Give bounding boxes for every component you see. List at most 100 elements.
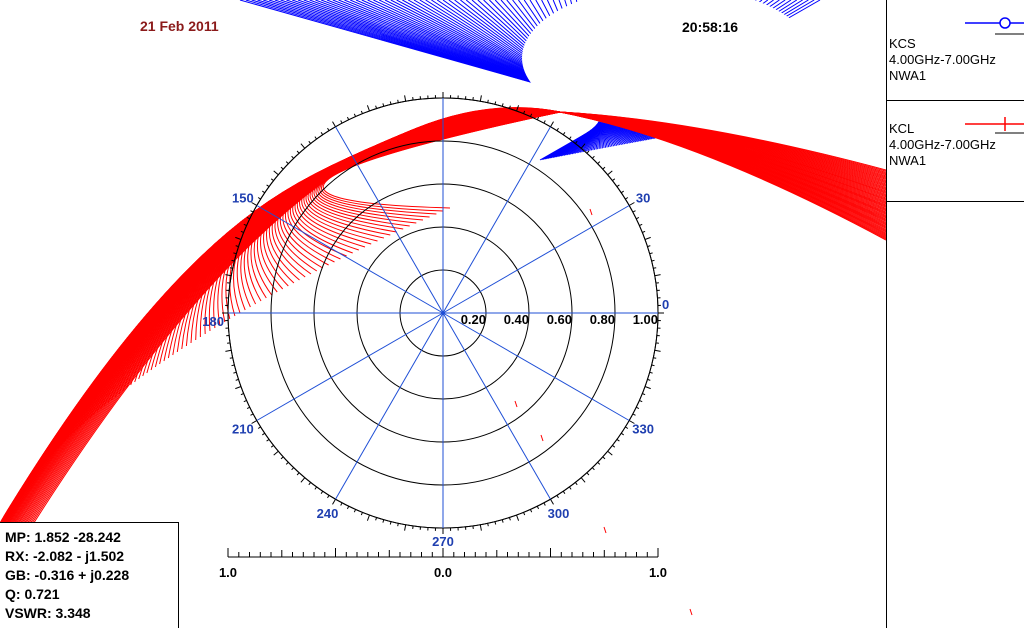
marker-magphase: MP: 1.852 -28.242 — [5, 529, 121, 545]
polar-angle-tick — [501, 519, 504, 523]
polar-angle-tick — [291, 155, 294, 159]
kcl-trace-segment — [0, 108, 561, 545]
time-label: 20:58:16 — [682, 19, 739, 35]
polar-angle-tick — [568, 136, 572, 140]
legend-kcs-name: KCS — [889, 36, 916, 51]
polar-angle-tick — [235, 378, 239, 381]
legend-entry-kcs[interactable]: KCS 4.00GHz-7.00GHz NWA1 — [887, 0, 1024, 101]
polar-angle-tick — [291, 467, 294, 471]
polar-plot-area[interactable]: 0.20 0.40 0.60 0.80 1.00 0 30 150 180 210 240 270 30… — [0, 0, 886, 628]
legend-panel: KCS 4.00GHz-7.00GHz NWA1 KCL 4.00GHz-7.0… — [886, 0, 1024, 628]
polar-angle-tick — [580, 477, 586, 483]
polar-angle-tick — [246, 216, 251, 220]
kcl-trace-segment — [19, 111, 561, 494]
polar-angle-tick — [251, 202, 258, 206]
legend-kcs-range: 4.00GHz-7.00GHz — [889, 52, 996, 67]
polar-angle-tick — [651, 364, 655, 367]
polar-angle-tick — [273, 170, 279, 176]
polar-angle-tick — [654, 349, 661, 352]
angle-tick-label: 30 — [636, 191, 650, 206]
polar-angle-tick — [508, 105, 511, 109]
polar-angle-tick — [647, 378, 651, 381]
polar-angle-tick — [327, 127, 330, 131]
polar-angle-tick — [240, 393, 244, 396]
polar-angle-tick — [266, 438, 270, 442]
polar-angle-tick — [543, 120, 546, 124]
angle-tick-label: 240 — [317, 506, 339, 521]
polar-angle-tick — [285, 161, 289, 164]
kcl-trace-segment — [130, 111, 561, 386]
kcl-trace-segment — [54, 111, 561, 452]
polar-angle-tick — [644, 386, 651, 390]
polar-angle-tick — [266, 184, 270, 188]
polar-angle-tick — [580, 143, 586, 149]
polar-angle-tick — [620, 432, 624, 436]
polar-angle-tick — [229, 267, 233, 269]
polar-angle-tick — [632, 413, 636, 416]
polar-angle-tick — [332, 498, 336, 505]
polar-angle-tick — [635, 216, 640, 220]
kcl-trace-segment — [0, 108, 561, 547]
scale-label: 1.0 — [649, 565, 667, 580]
radial-tick-label: 0.40 — [504, 312, 529, 327]
angle-tick-label: 210 — [232, 422, 254, 437]
polar-angle-tick — [625, 197, 629, 200]
polar-angle-tick — [479, 95, 482, 102]
kcl-trace-segment — [103, 111, 561, 407]
polar-angle-tick — [243, 399, 247, 403]
kcl-trace-segment — [0, 109, 561, 542]
polar-angle-tick — [327, 495, 330, 499]
polar-angle-tick — [543, 502, 546, 506]
kcl-trace-segment — [0, 109, 561, 537]
polar-spoke — [442, 126, 551, 314]
polar-angle-tick — [257, 426, 261, 429]
polar-angle-tick — [233, 371, 237, 374]
polar-angle-tick — [280, 456, 284, 460]
polar-angle-tick — [300, 477, 306, 483]
kcl-trace-segment — [134, 111, 561, 383]
angle-tick-label: 330 — [632, 422, 654, 437]
polar-angle-tick — [592, 155, 595, 159]
kcl-trace-segment — [111, 111, 561, 401]
kcl-trace-segment — [122, 111, 561, 392]
kcl-trace-point — [589, 208, 593, 216]
polar-angle-tick — [273, 450, 279, 456]
kcs-line-marker-icon — [965, 17, 1024, 35]
polar-angle-tick — [229, 357, 233, 359]
polar-angle-tick — [562, 132, 566, 136]
polar-angle-tick — [397, 523, 399, 527]
radial-tick-label: 1.00 — [633, 312, 658, 327]
polar-angle-tick — [635, 406, 640, 410]
kcl-trace-segment — [43, 111, 561, 464]
kcl-trace-segment — [73, 111, 561, 434]
polar-angle-tick — [332, 121, 336, 128]
legend-entry-kcl[interactable]: KCL 4.00GHz-7.00GHz NWA1 — [887, 101, 1024, 202]
polar-spoke — [256, 205, 444, 314]
legend-kcl-name: KCL — [889, 121, 915, 136]
polar-spoke — [335, 312, 444, 500]
date-label: 21 Feb 2011 — [140, 18, 219, 34]
polar-angle-tick — [516, 514, 520, 521]
kcl-trace-segment — [30, 111, 561, 479]
polar-angle-tick — [602, 166, 606, 170]
polar-angle-tick — [250, 413, 254, 416]
polar-angle-tick — [550, 121, 554, 128]
kcl-trace-segment — [146, 111, 561, 374]
kcl-trace-segment — [76, 111, 561, 431]
polar-angle-tick — [508, 517, 511, 521]
kcl-trace-segment — [10, 111, 561, 506]
polar-angle-tick — [280, 166, 284, 170]
polar-chart: 0.20 0.40 0.60 0.80 1.00 0 30 150 180 210 240 270 30… — [0, 0, 886, 616]
kcl-trace-segment — [14, 111, 561, 500]
kcl-trace-segment — [57, 111, 561, 449]
kcl-trace-segment — [79, 111, 561, 428]
scale-label: 0.0 — [434, 565, 452, 580]
polar-angle-tick — [494, 101, 497, 105]
polar-angle-tick — [340, 502, 343, 506]
polar-angle-tick — [602, 456, 606, 460]
polar-angle-tick — [346, 505, 350, 510]
polar-angle-tick — [639, 399, 643, 403]
polar-angle-tick — [612, 444, 616, 448]
polar-angle-tick — [257, 197, 261, 200]
polar-angle-tick — [516, 105, 520, 112]
